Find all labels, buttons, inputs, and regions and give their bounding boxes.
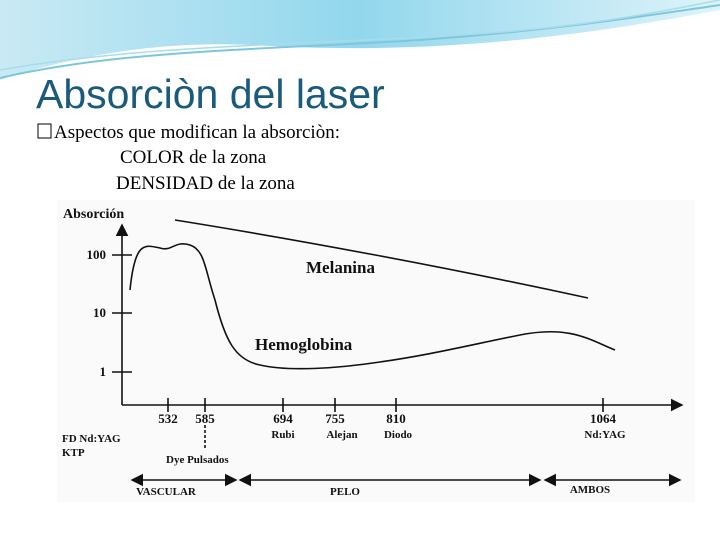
y-axis-title: Absorción: [63, 207, 124, 222]
hemoglobin-curve: [129, 243, 616, 370]
laser-label: Diodo: [384, 429, 413, 441]
y-label: 100: [87, 247, 107, 262]
shape: [0, 0, 720, 71]
laser-label: Nd:YAG: [584, 429, 626, 441]
curve-label: Hemoglobina: [255, 335, 353, 354]
laser-label: Alejan: [326, 429, 357, 441]
x-label: 810: [386, 411, 406, 426]
header-decoration: [0, 0, 720, 80]
bullet-icon: [37, 123, 52, 139]
figure-background: [57, 200, 695, 502]
y-label: 1: [100, 364, 107, 379]
range-label: PELO: [330, 486, 360, 498]
x-label: 1064: [590, 411, 617, 426]
x-label: 532: [158, 411, 178, 426]
dye-label: Dye Pulsados: [166, 454, 229, 466]
x-label: 755: [325, 411, 345, 426]
bullet: COLOR de la zona: [120, 147, 267, 168]
x-ticks: [167, 398, 604, 450]
bullet: DENSIDAD de la zona: [116, 173, 295, 194]
melanin-curve: [174, 219, 589, 299]
range-label: AMBOS: [570, 484, 610, 496]
y-label: 10: [93, 305, 106, 320]
x-label: 694: [273, 411, 293, 426]
figure: Absorción 100 10 1 Melanina Hemoglobina …: [57, 200, 695, 502]
range-label: VASCULAR: [136, 486, 197, 498]
left-label: KTP: [62, 447, 85, 459]
curve-label: Melanina: [306, 258, 375, 277]
laser-label: Rubi: [271, 429, 294, 441]
shape: [0, 4, 720, 79]
x-label: 585: [195, 411, 215, 426]
left-label: FD Nd:YAG: [62, 433, 121, 445]
bullet: Aspectos que modifican la absorciòn:: [54, 122, 340, 143]
slide-title: Absorciòn del laser: [36, 71, 385, 117]
